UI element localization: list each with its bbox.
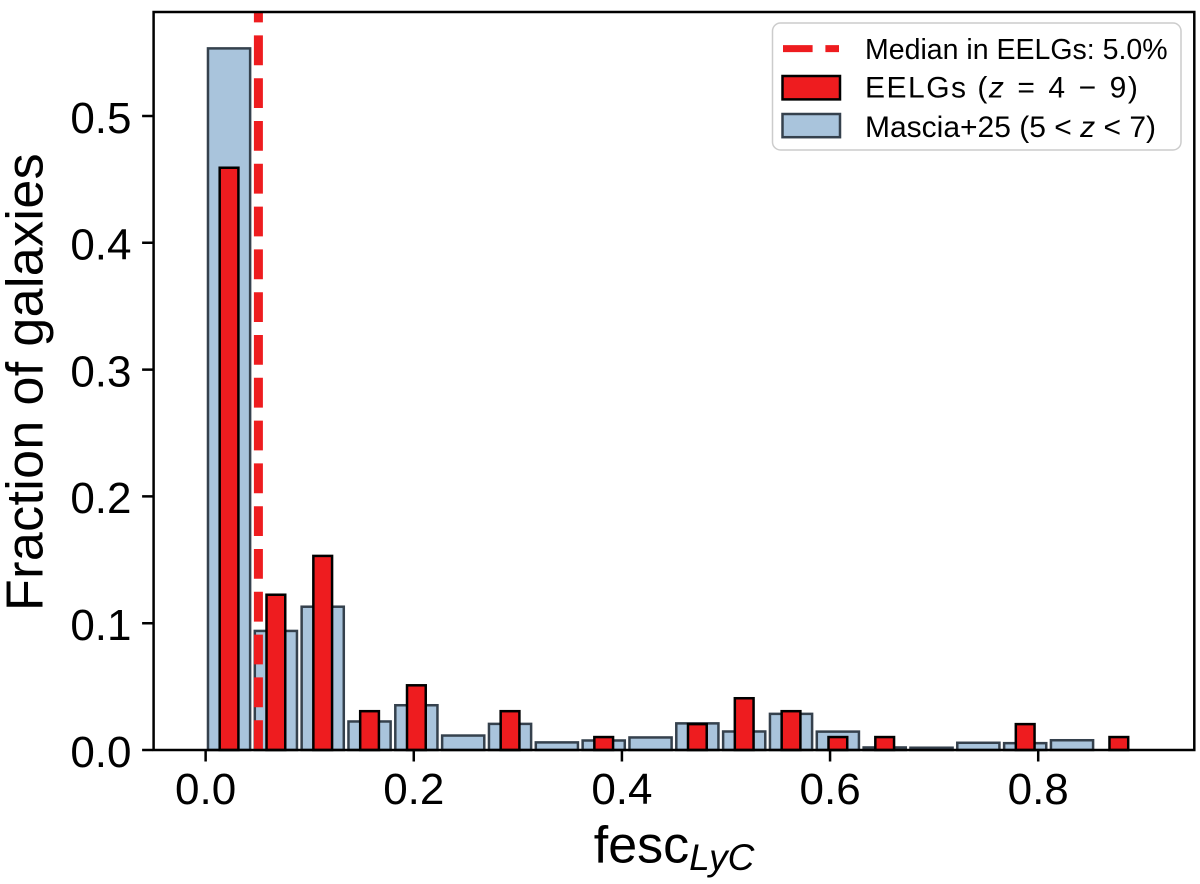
svg-text:Fraction of galaxies: Fraction of galaxies (0, 153, 55, 611)
svg-text:0.8: 0.8 (1008, 765, 1069, 814)
svg-text:0.0: 0.0 (70, 728, 131, 777)
svg-text:0.4: 0.4 (591, 765, 652, 814)
svg-text:0.2: 0.2 (70, 474, 131, 523)
svg-text:0.1: 0.1 (70, 601, 131, 650)
svg-text:Mascia+25 (5 < z < 7): Mascia+25 (5 < z < 7) (865, 111, 1156, 144)
svg-text:0.0: 0.0 (175, 765, 236, 814)
svg-text:0.6: 0.6 (800, 765, 861, 814)
svg-text:0.4: 0.4 (70, 221, 131, 270)
svg-text:EELGs (z=4−9): EELGs (z = 4−9) (865, 72, 1139, 105)
svg-text:Median in EELGs: 5.0%: Median in EELGs: 5.0% (865, 34, 1168, 66)
svg-text:0.2: 0.2 (383, 765, 444, 814)
svg-text:0.3: 0.3 (70, 347, 131, 396)
svg-text:0.5: 0.5 (70, 94, 131, 143)
